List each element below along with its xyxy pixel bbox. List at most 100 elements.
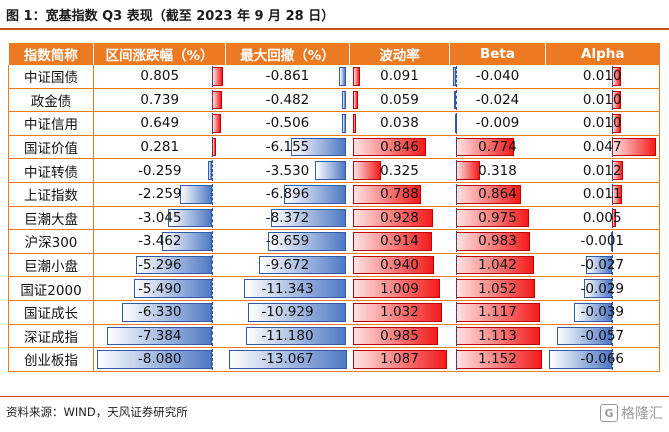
table-row: 中证转债 -0.259 -3.530 0.325 0.318 0.012: [8, 158, 660, 183]
table-row: 深证成指 -7.384 -11.180 0.985 1.113 -0.057: [8, 324, 660, 349]
ret-cell-inner: -5.296: [94, 254, 226, 277]
table-row: 巨潮大盘 -3.045 -8.372 0.928 0.975 0.005: [8, 206, 660, 231]
ret-cell-inner: -6.330: [94, 301, 226, 324]
ret-cell: -7.384: [93, 324, 226, 349]
beta-axis-line: [455, 136, 457, 158]
dd-cell: -10.929: [225, 300, 350, 325]
vol-cell-inner: 0.788: [350, 183, 450, 206]
beta-cell: 0.975: [449, 206, 546, 231]
vol-value: 0.914: [380, 233, 419, 250]
dd-value: -9.672: [265, 257, 310, 274]
ret-cell-inner: -3.045: [94, 207, 226, 230]
dd-value: -6.896: [265, 186, 310, 203]
dd-cell-inner: -0.482: [226, 89, 350, 112]
index-name-cell: 国证2000: [8, 276, 94, 301]
table-row: 上证指数 -2.259 -6.896 0.788 0.864 0.011: [8, 182, 660, 207]
vol-databar: [352, 350, 447, 369]
alpha-cell: 0.010: [545, 88, 660, 113]
beta-axis-line: [455, 349, 457, 370]
alpha-cell: -0.027: [545, 253, 660, 278]
beta-value: 0.975: [478, 209, 517, 226]
ret-databar: [106, 326, 212, 346]
vol-cell-inner: 0.940: [350, 254, 450, 277]
dd-cell-inner: -11.343: [226, 277, 350, 300]
alpha-axis-line: [611, 89, 613, 111]
dd-cell-inner: -10.929: [226, 301, 350, 324]
vol-cell-inner: 0.914: [350, 230, 450, 253]
vol-databar: [352, 326, 438, 346]
dd-cell-inner: -11.180: [226, 325, 350, 348]
alpha-cell-inner: 0.010: [546, 112, 660, 135]
ret-cell-inner: 0.281: [94, 136, 226, 159]
vol-cell: 0.038: [349, 111, 450, 136]
vol-value: 0.325: [380, 162, 419, 179]
vol-cell-inner: 0.846: [350, 136, 450, 159]
dd-value: -0.506: [265, 115, 310, 132]
source-note: 资料来源：WIND，天风证券研究所: [6, 405, 188, 419]
vol-value: 1.032: [380, 304, 419, 321]
dd-databar: [284, 184, 347, 204]
alpha-cell-inner: 0.011: [546, 183, 660, 206]
table-row: 国证成长 -6.330 -10.929 1.032 1.117 -0.039: [8, 300, 660, 325]
beta-cell-inner: 0.975: [450, 207, 546, 230]
ret-axis-line: [211, 183, 213, 205]
ret-cell-inner: -0.259: [94, 159, 226, 182]
vol-cell-inner: 0.059: [350, 89, 450, 112]
vol-cell-inner: 1.009: [350, 277, 450, 300]
vol-databar: [352, 67, 361, 86]
ret-cell: -0.259: [93, 158, 226, 183]
alpha-axis-line: [611, 66, 613, 87]
vol-value: 0.038: [380, 115, 419, 132]
dd-databar: [270, 208, 347, 228]
dd-cell-inner: -6.155: [226, 136, 350, 159]
beta-value: -0.009: [475, 115, 520, 132]
vol-databar: [352, 302, 442, 322]
index-name-cell: 上证指数: [8, 182, 94, 207]
alpha-databar: [583, 279, 612, 298]
vol-cell-inner: 0.091: [350, 65, 450, 88]
beta-cell-inner: 0.864: [450, 183, 546, 206]
dd-cell: -3.530: [225, 158, 350, 183]
dd-cell-inner: -3.530: [226, 159, 350, 182]
dd-databar: [338, 67, 347, 86]
beta-cell: 0.864: [449, 182, 546, 207]
beta-cell: 1.113: [449, 324, 546, 349]
table-header-row: 指数简称 区间涨跌幅（%） 最大回撤（%） 波动率 Beta Alpha: [8, 43, 660, 65]
dd-databar: [268, 232, 347, 251]
dd-databar: [341, 114, 347, 133]
index-name-cell: 中证信用: [8, 111, 94, 136]
alpha-cell: 0.005: [545, 206, 660, 231]
dd-value: -0.482: [265, 91, 310, 108]
dd-value: -13.067: [261, 351, 314, 368]
index-name-cell: 巨潮大盘: [8, 206, 94, 231]
header-alpha: Alpha: [545, 43, 660, 65]
vol-cell: 0.059: [349, 88, 450, 113]
vol-value: 0.091: [380, 68, 419, 85]
alpha-value: 0.012: [582, 162, 622, 179]
table-row: 沪深300 -3.462 -8.659 0.914 0.983 -0.001: [8, 229, 660, 254]
dd-cell: -11.343: [225, 276, 350, 301]
alpha-value: 0.005: [582, 209, 622, 226]
beta-value: 1.042: [478, 257, 517, 274]
ret-axis-line: [211, 66, 213, 87]
vol-databar: [352, 114, 356, 133]
alpha-cell: 0.012: [545, 158, 660, 183]
dd-cell-inner: -13.067: [226, 348, 350, 371]
dd-cell: -11.180: [225, 324, 350, 349]
dd-cell: -8.659: [225, 229, 350, 254]
ret-axis-line: [211, 113, 213, 134]
beta-cell-inner: 0.318: [450, 159, 546, 182]
ret-cell-inner: -3.462: [94, 230, 226, 253]
index-name-cell: 中证国债: [8, 65, 94, 89]
ret-axis-line: [211, 349, 213, 370]
beta-databar: [453, 90, 456, 110]
dd-value: -10.929: [261, 304, 314, 321]
vol-cell: 0.325: [349, 158, 450, 183]
ret-axis-line: [211, 89, 213, 111]
vol-databar: [352, 137, 426, 157]
alpha-cell-inner: 0.010: [546, 65, 660, 88]
dd-databar: [342, 90, 347, 110]
beta-axis-line: [455, 89, 457, 111]
vol-cell: 1.009: [349, 276, 450, 301]
ret-cell: 0.739: [93, 88, 226, 113]
